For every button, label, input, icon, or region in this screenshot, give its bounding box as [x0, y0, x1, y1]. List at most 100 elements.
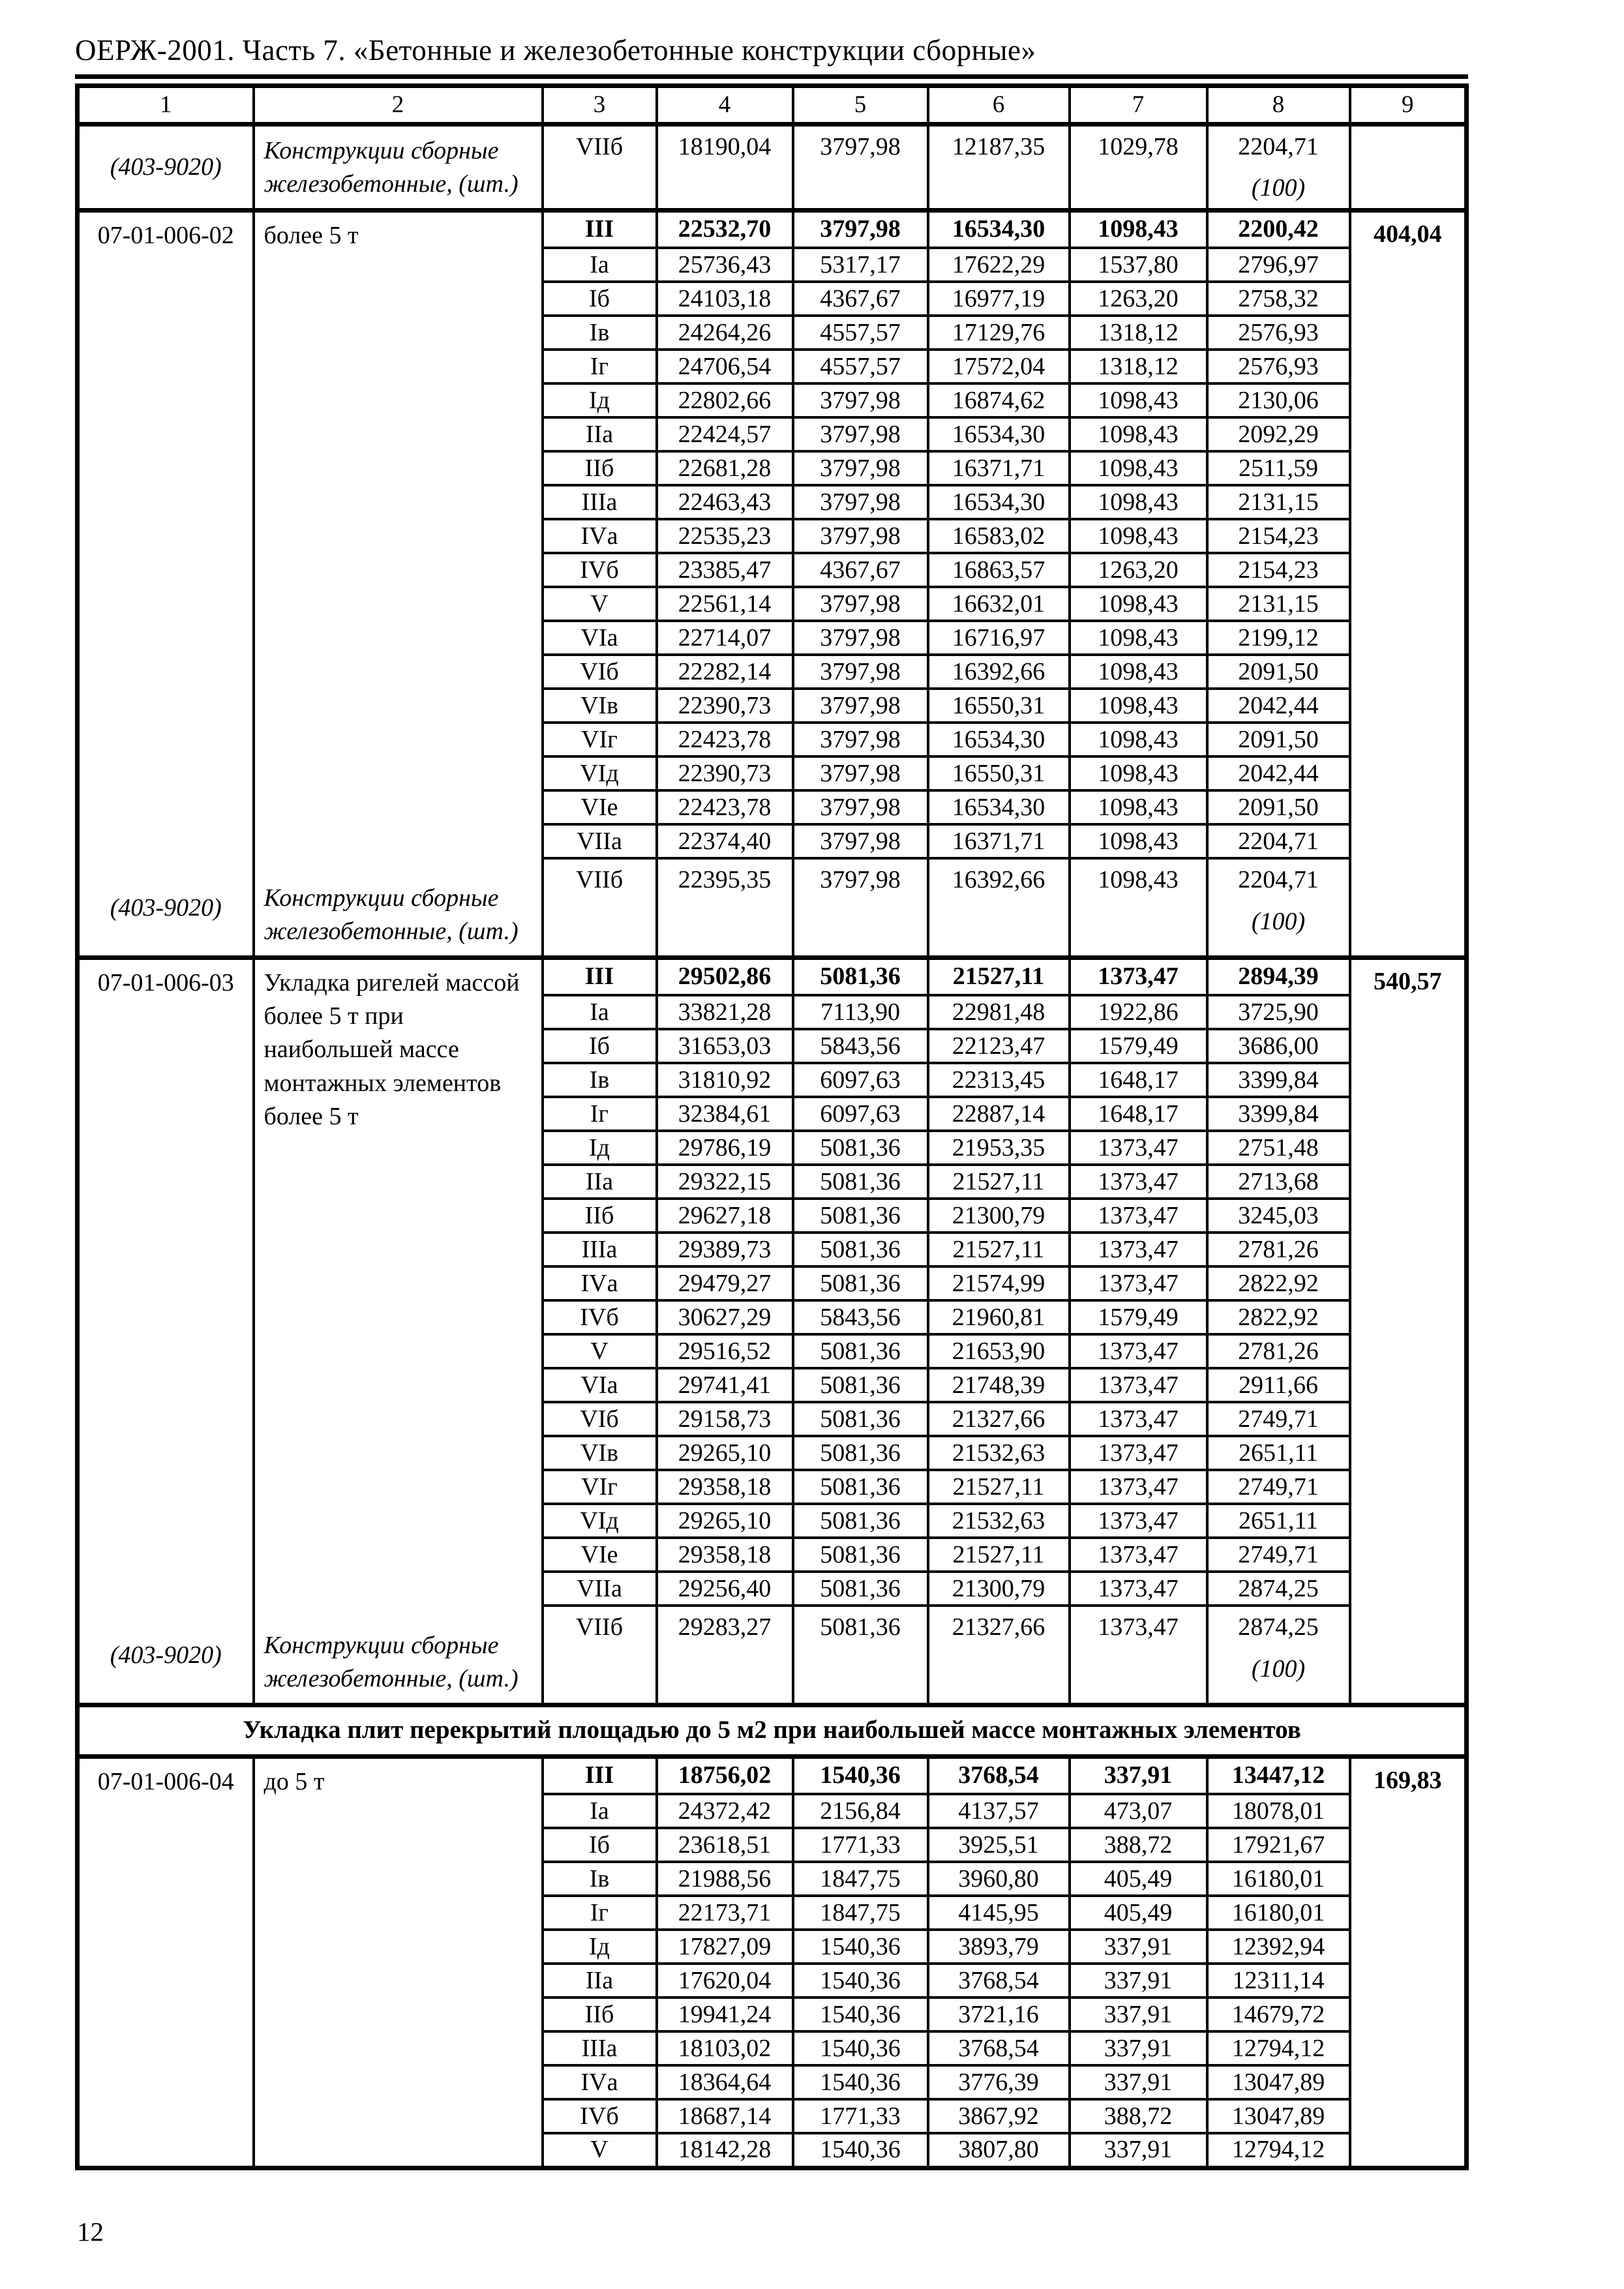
value-cell: 16550,31 [926, 687, 1071, 725]
grade-cell: IIа [541, 1163, 658, 1201]
value-cell: 1771,33 [791, 2098, 929, 2135]
value-cell: 5081,36 [791, 1265, 929, 1302]
value-cell: 2204,71 (100) [1205, 123, 1351, 212]
value-cell: 2651,11 [1205, 1435, 1351, 1472]
value-cell: 3768,54 [926, 1962, 1071, 1999]
value-cell: 1373,47 [1068, 1503, 1209, 1540]
ratio-note: (100) [1251, 1654, 1306, 1683]
entry-description: до 5 т [263, 1767, 325, 1795]
value-cell: 1540,36 [791, 2132, 929, 2170]
value-cell: 1098,43 [1068, 823, 1209, 860]
value-cell: 22390,73 [655, 687, 794, 725]
value-cell: 2874,25 (100) [1205, 1604, 1351, 1707]
value-cell: 337,91 [1068, 1928, 1209, 1966]
value-text: 2204,71 [1238, 866, 1319, 894]
value-cell: 29256,40 [655, 1570, 794, 1608]
value-cell: 22123,47 [926, 1028, 1071, 1065]
grade-cell: Iб [541, 1827, 658, 1864]
grade-cell: VIб [541, 653, 658, 691]
value-cell: 24264,26 [655, 314, 794, 352]
grade-cell: IIIа [541, 484, 658, 521]
value-cell: 5081,36 [791, 1163, 929, 1201]
value-cell: 22282,14 [655, 653, 794, 691]
grade-cell: Iа [541, 247, 658, 284]
value-text: 2204,71 [1238, 132, 1319, 160]
value-cell: 1373,47 [1068, 1333, 1209, 1370]
value-cell: 2749,71 [1205, 1401, 1351, 1438]
value-cell: 22714,07 [655, 620, 794, 657]
value-cell: 21527,11 [926, 955, 1071, 997]
value-cell: 1098,43 [1068, 518, 1209, 555]
value-cell: 1540,36 [791, 1928, 929, 1966]
value-cell: 1373,47 [1068, 1604, 1209, 1707]
norm-ref-code: (403-9020) [110, 1641, 222, 1669]
value-cell: 5081,36 [791, 1604, 929, 1707]
value-cell: 13047,89 [1205, 2098, 1351, 2135]
value-cell: 3768,54 [926, 1754, 1071, 1796]
entry-description-cell: Укладка ригелей массой более 5 т при наи… [252, 955, 544, 1707]
value-cell: 6097,63 [791, 1062, 929, 1099]
grade-cell: VIе [541, 789, 658, 826]
value-cell: 2713,68 [1205, 1163, 1351, 1201]
value-cell: 1373,47 [1068, 1435, 1209, 1472]
value-cell: 16534,30 [926, 789, 1071, 826]
value-cell: 2749,71 [1205, 1469, 1351, 1506]
value-cell: 17921,67 [1205, 1827, 1351, 1864]
value-cell: 16977,19 [926, 280, 1071, 318]
value-cell: 30627,29 [655, 1299, 794, 1336]
value-cell: 4367,67 [791, 280, 929, 318]
value-cell: 337,91 [1068, 2030, 1209, 2067]
value-cell: 12187,35 [926, 123, 1071, 212]
value-cell: 22423,78 [655, 721, 794, 758]
value-cell: 2204,71 [1205, 823, 1351, 860]
value-cell: 2874,25 [1205, 1570, 1351, 1608]
value-cell: 14679,72 [1205, 1996, 1351, 2033]
grade-cell: Iб [541, 280, 658, 318]
grade-cell: Iв [541, 1062, 658, 1099]
grade-cell: IVб [541, 2098, 658, 2135]
value-col9-cell: 404,04 [1348, 207, 1468, 959]
entry-code: 07-01-006-04 [97, 1767, 234, 1795]
value-cell: 3797,98 [791, 620, 929, 657]
value-cell: 22887,14 [926, 1096, 1071, 1133]
value-cell: 16392,66 [926, 653, 1071, 691]
grade-cell: III [541, 207, 658, 250]
value-cell: 24706,54 [655, 348, 794, 385]
value-cell: 1847,75 [791, 1894, 929, 1932]
value-cell: 33821,28 [655, 994, 794, 1031]
value-cell: 1540,36 [791, 1962, 929, 1999]
value-cell: 2576,93 [1205, 348, 1351, 385]
value-cell: 2651,11 [1205, 1503, 1351, 1540]
value-cell: 21953,35 [926, 1130, 1071, 1167]
column-number-cell: 9 [1348, 84, 1468, 127]
value-cell: 1098,43 [1068, 687, 1209, 725]
value-cell: 1029,78 [1068, 123, 1209, 212]
value-cell: 18687,14 [655, 2098, 794, 2135]
value-cell: 1373,47 [1068, 1401, 1209, 1438]
value-cell: 3776,39 [926, 2064, 1071, 2101]
empty-cell [1348, 123, 1468, 212]
value-cell: 3797,98 [791, 518, 929, 555]
value-cell: 1318,12 [1068, 314, 1209, 352]
grade-cell: IIа [541, 416, 658, 453]
grade-cell: Iа [541, 1793, 658, 1830]
value-cell: 29158,73 [655, 1401, 794, 1438]
value-cell: 1847,75 [791, 1861, 929, 1898]
value-cell: 2911,66 [1205, 1367, 1351, 1404]
value-cell: 5081,36 [791, 1367, 929, 1404]
grade-cell: VIа [541, 620, 658, 657]
value-cell: 5843,56 [791, 1028, 929, 1065]
value-cell: 22423,78 [655, 789, 794, 826]
value-cell: 16716,97 [926, 620, 1071, 657]
value-cell: 22681,28 [655, 450, 794, 487]
value-cell: 21327,66 [926, 1401, 1071, 1438]
value-cell: 17572,04 [926, 348, 1071, 385]
value-cell: 12794,12 [1205, 2132, 1351, 2170]
value-cell: 21327,66 [926, 1604, 1071, 1707]
value-cell: 3797,98 [791, 450, 929, 487]
value-cell: 2131,15 [1205, 484, 1351, 521]
grade-cell: Iа [541, 994, 658, 1031]
value-cell: 18103,02 [655, 2030, 794, 2067]
value-cell: 1098,43 [1068, 721, 1209, 758]
grade-cell: VIе [541, 1536, 658, 1574]
